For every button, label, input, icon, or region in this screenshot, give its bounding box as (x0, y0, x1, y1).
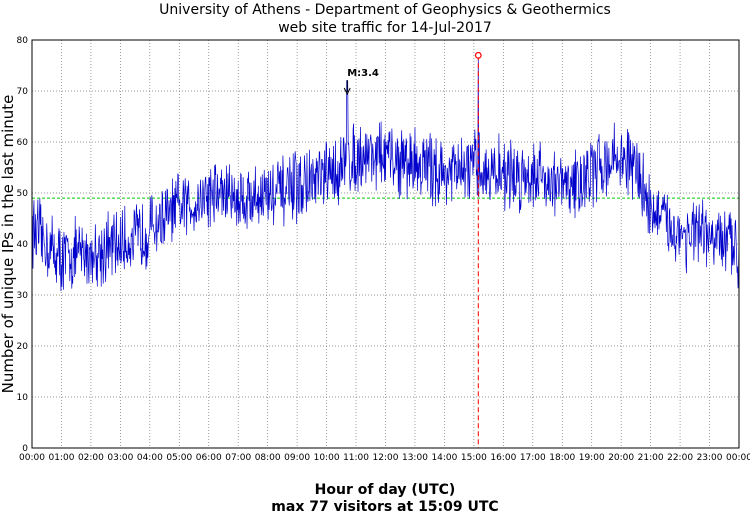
y-tick-label: 60 (17, 138, 29, 148)
grid (32, 40, 739, 448)
y-tick-label: 40 (17, 240, 29, 250)
x-tick-label: 23:00 (697, 453, 723, 463)
x-tick-label: 17:00 (520, 453, 546, 463)
x-tick-label: 04:00 (137, 453, 163, 463)
x-tick-label: 21:00 (638, 453, 664, 463)
x-tick-label: 00:00 (726, 453, 750, 463)
x-tick-label: 10:00 (314, 453, 340, 463)
y-tick-label: 0 (22, 444, 28, 454)
x-tick-label: 12:00 (373, 453, 399, 463)
x-tick-label: 15:00 (461, 453, 487, 463)
traffic-line (31, 55, 740, 292)
x-tick-label: 14:00 (431, 453, 457, 463)
x-tick-label: 09:00 (284, 453, 310, 463)
chart-subtitle: web site traffic for 14-Jul-2017 (278, 20, 492, 36)
event-arrow-icon (343, 87, 351, 96)
x-tick-label: 18:00 (549, 453, 575, 463)
y-axis-label: Number of unique IPs in the last minute (0, 95, 17, 394)
plot-frame (31, 39, 740, 449)
event-annotation-group: M:3.4 (343, 68, 379, 96)
x-tick-label: 08:00 (255, 453, 281, 463)
traffic-series (31, 55, 740, 292)
x-tick-label: 13:00 (402, 453, 428, 463)
x-tick-label: 01:00 (48, 453, 74, 463)
y-ticks: 0 10 20 30 40 50 60 70 80 (17, 36, 29, 454)
x-tick-label: 06:00 (196, 453, 222, 463)
y-tick-label: 80 (17, 36, 29, 46)
peak-marker-group (474, 51, 482, 448)
max-visitors-note: max 77 visitors at 15:09 UTC (271, 499, 498, 515)
chart-title: University of Athens - Department of Geo… (159, 2, 611, 18)
x-ticks: 00:00 01:00 02:00 03:00 04:00 05:00 06:00 07:00… (19, 453, 750, 463)
x-tick-label: 11:00 (343, 453, 369, 463)
y-tick-label: 50 (17, 189, 29, 199)
x-tick-label: 00:00 (19, 453, 45, 463)
x-tick-label: 19:00 (579, 453, 605, 463)
y-tick-label: 30 (17, 291, 29, 301)
x-tick-label: 16:00 (490, 453, 516, 463)
x-tick-label: 03:00 (107, 453, 133, 463)
y-tick-label: 20 (17, 342, 29, 352)
x-tick-label: 22:00 (667, 453, 693, 463)
x-tick-label: 20:00 (608, 453, 634, 463)
y-tick-label: 70 (17, 87, 29, 97)
x-axis-label: Hour of day (UTC) (315, 482, 456, 498)
x-tick-label: 07:00 (225, 453, 251, 463)
event-label: M:3.4 (347, 68, 379, 79)
x-tick-label: 05:00 (166, 453, 192, 463)
y-tick-label: 10 (17, 393, 29, 403)
x-tick-label: 02:00 (78, 453, 104, 463)
peak-marker (474, 51, 482, 59)
